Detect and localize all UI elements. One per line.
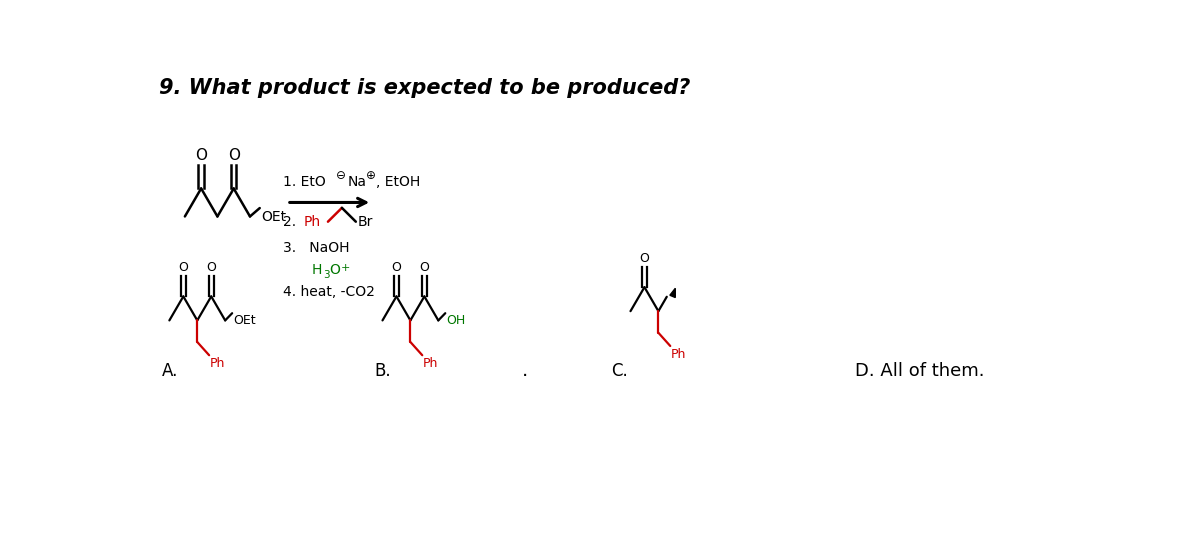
Text: Ph: Ph <box>304 215 322 229</box>
Text: 1. EtO: 1. EtO <box>283 174 325 188</box>
Polygon shape <box>670 288 676 297</box>
Text: O: O <box>640 252 649 265</box>
Text: Ph: Ph <box>210 357 226 369</box>
Text: ⊕: ⊕ <box>366 169 376 182</box>
Text: 3.   NaOH: 3. NaOH <box>283 241 349 255</box>
Text: OEt: OEt <box>233 314 256 327</box>
Text: Ph: Ph <box>671 348 686 361</box>
Text: C.: C. <box>611 362 628 381</box>
Text: +: + <box>341 263 349 273</box>
Text: 9. What product is expected to be produced?: 9. What product is expected to be produc… <box>160 78 691 98</box>
Text: 4. heat, -CO2: 4. heat, -CO2 <box>283 286 374 300</box>
Text: O: O <box>228 148 240 163</box>
Text: O: O <box>179 261 188 274</box>
Text: D. All of them.: D. All of them. <box>856 362 985 381</box>
Text: O: O <box>206 261 216 274</box>
Text: Ph: Ph <box>424 357 438 369</box>
Text: O: O <box>196 148 208 163</box>
Text: Na: Na <box>347 174 366 188</box>
Text: OEt: OEt <box>262 210 287 224</box>
Text: 3: 3 <box>323 270 330 280</box>
Text: ⊖: ⊖ <box>336 169 346 182</box>
Text: O: O <box>420 261 430 274</box>
Text: .: . <box>522 362 528 381</box>
Text: 2.: 2. <box>283 215 300 229</box>
Text: Br: Br <box>358 215 373 229</box>
Text: O: O <box>330 263 341 277</box>
Text: , EtOH: , EtOH <box>376 174 420 188</box>
Text: B.: B. <box>374 362 391 381</box>
Text: H: H <box>312 263 322 277</box>
Text: A.: A. <box>162 362 178 381</box>
Text: O: O <box>391 261 401 274</box>
Text: OH: OH <box>446 314 466 327</box>
